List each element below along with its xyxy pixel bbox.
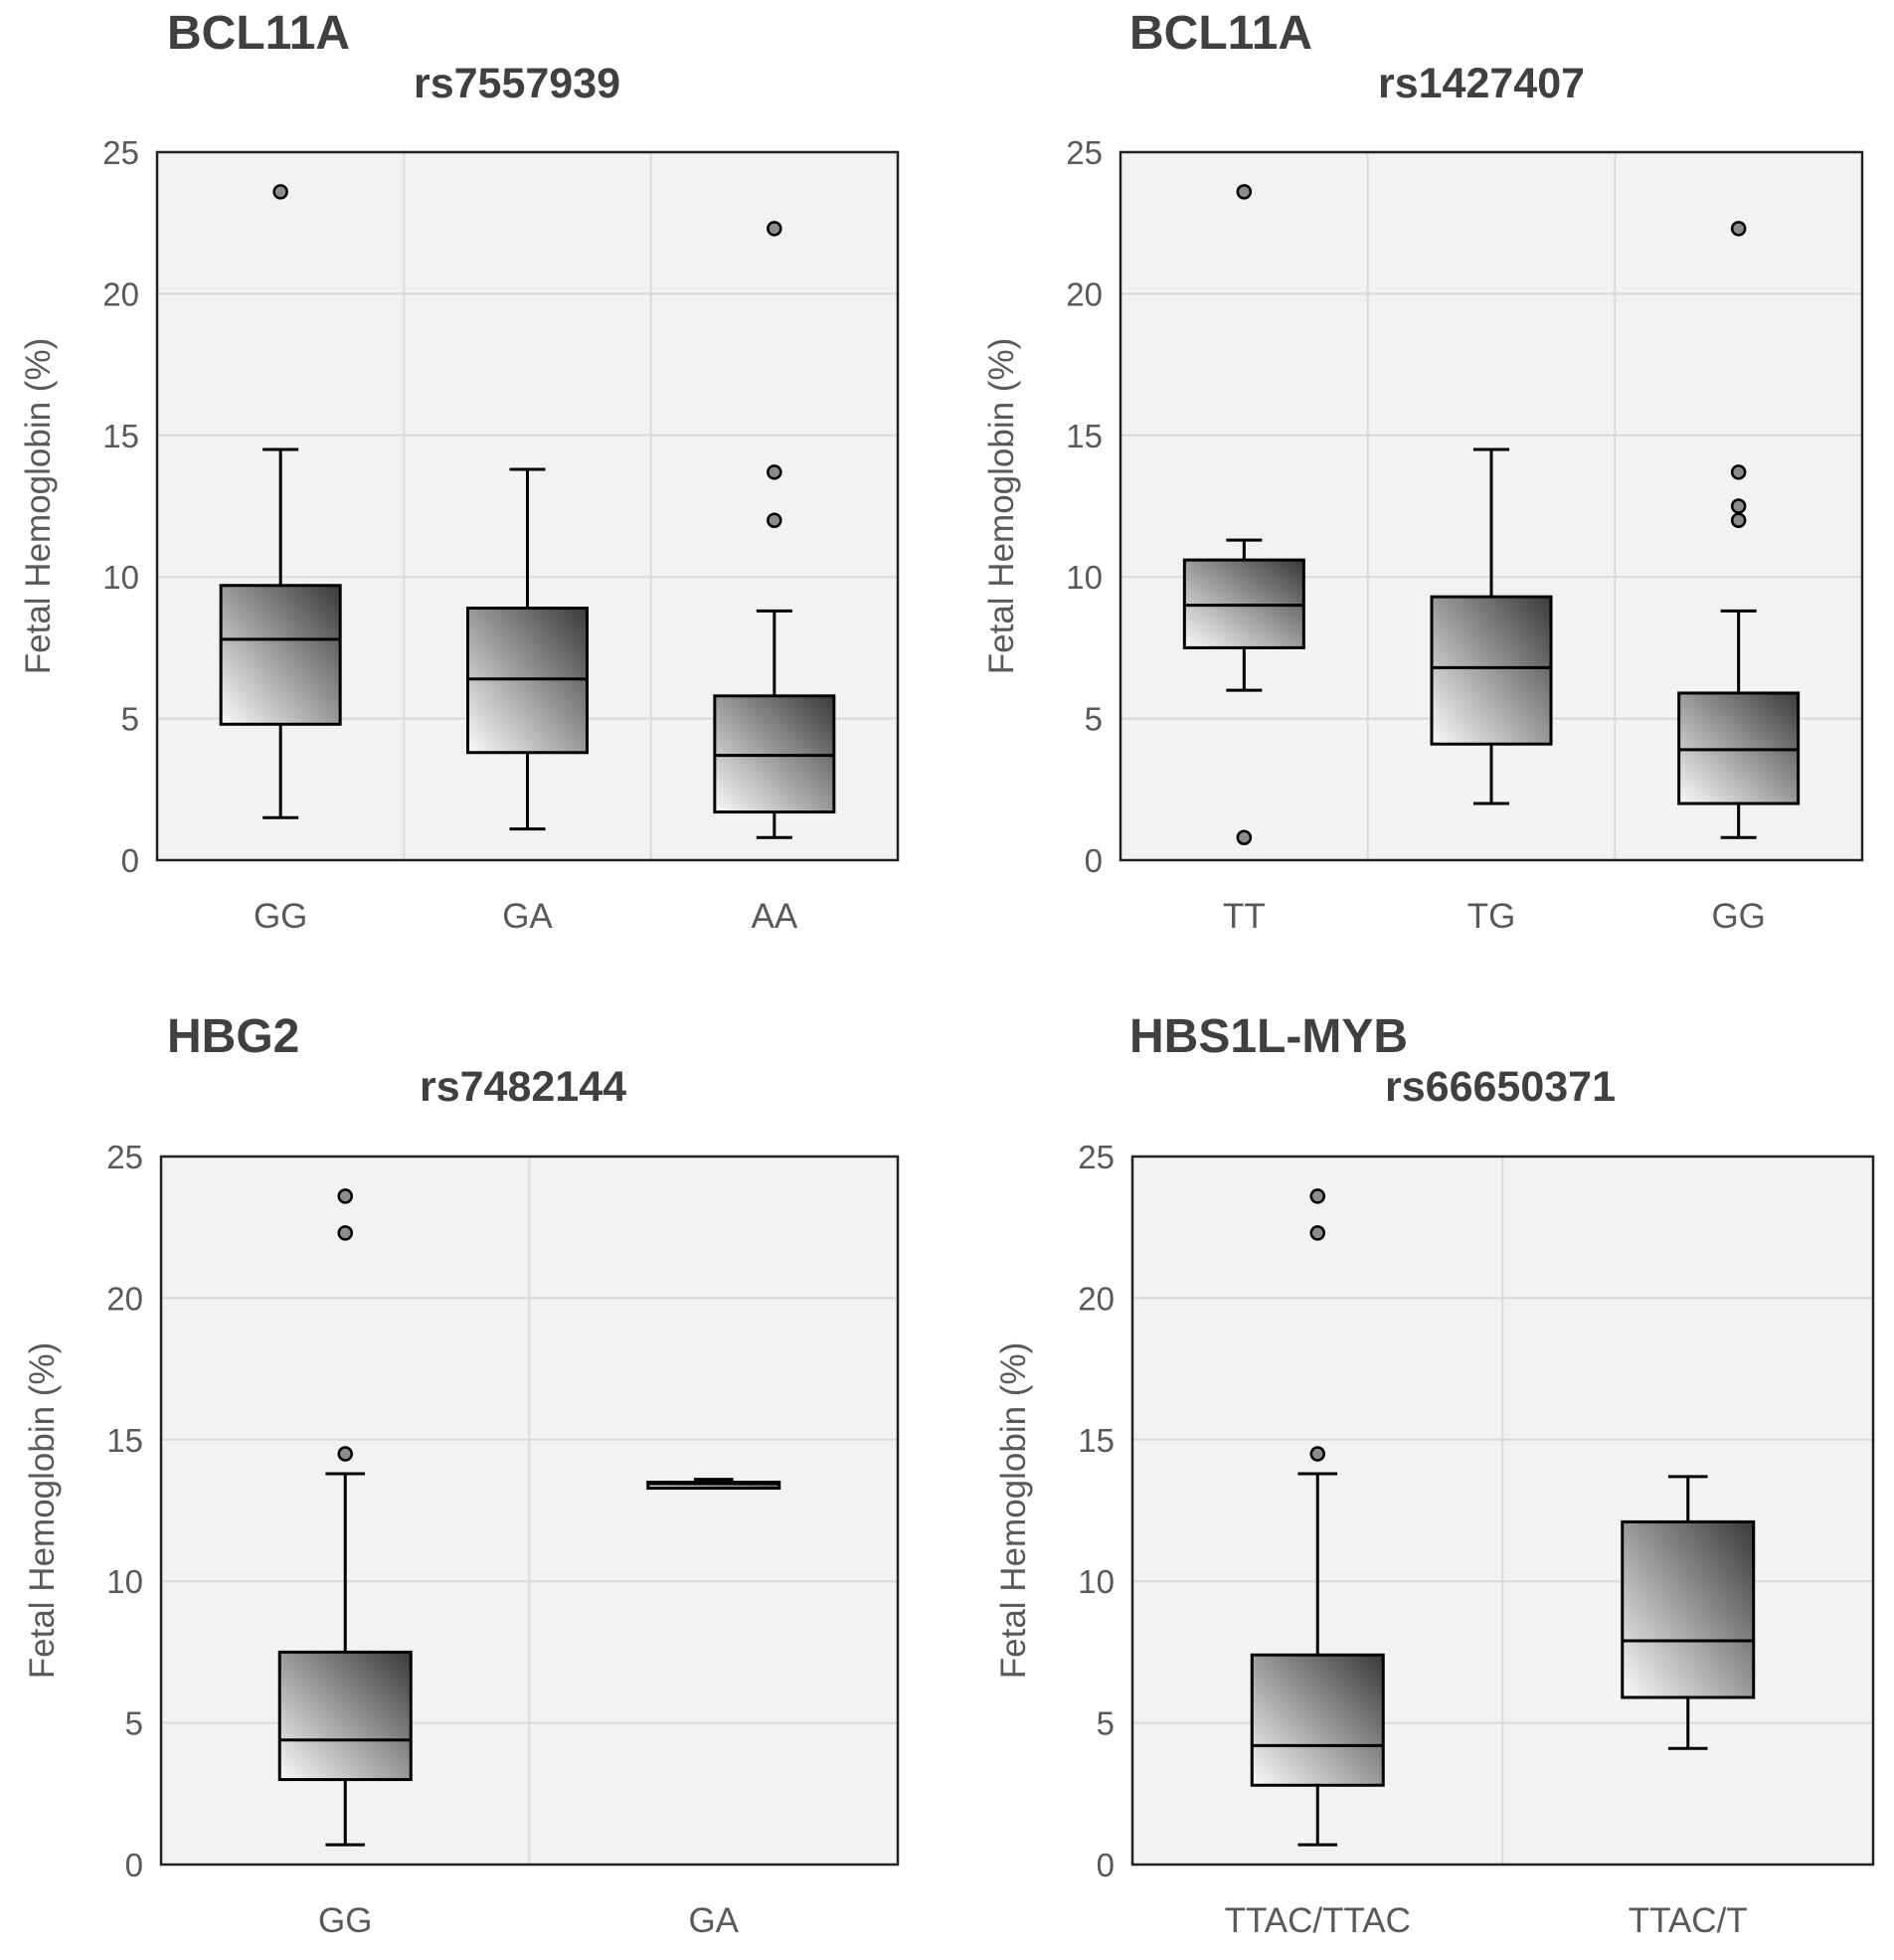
gene-title: BCL11A: [1129, 7, 1313, 60]
y-tick-label: 15: [1066, 418, 1103, 454]
y-tick-label: 10: [1078, 1563, 1115, 1600]
chart-panel-1: BCL11A rs7557939 0 5 10 15 20 25 Fetal Hemoglo…: [0, 0, 945, 980]
plot-border: [155, 150, 900, 862]
x-tick-label: TTAC/TTAC: [1225, 1901, 1411, 1940]
box-GA: [466, 467, 589, 831]
outlier-point: [272, 184, 288, 200]
box-GG: [1677, 221, 1801, 839]
outlier-point: [337, 1225, 353, 1241]
chart-panel-3: HBG2 rs7482144 0 5 10 15 20 25 Fetal Hemoglobi…: [0, 980, 945, 1959]
y-tick-label: 20: [106, 1280, 143, 1317]
x-tick-label: GG: [1711, 897, 1765, 936]
y-tick-label: 10: [102, 559, 139, 596]
box-GG: [219, 184, 342, 819]
x-tick-label: GA: [688, 1901, 739, 1940]
chart-panel-4: HBS1L-MYB rs66650371 0 5 10 15 20 25 Fetal Hem…: [949, 980, 1894, 1959]
outlier-point: [1236, 184, 1253, 200]
chart-panel-2: BCL11A rs1427407 0 5 10 15 20 25 Fetal Hemoglo…: [949, 0, 1894, 980]
box-GA: [646, 1478, 781, 1491]
chart-title: rs1427407: [1377, 60, 1586, 107]
y-tick-label: 25: [102, 134, 139, 171]
x-tick-label: AA: [751, 897, 797, 936]
y-tick-label: 25: [106, 1139, 143, 1175]
outlier-point: [1309, 1225, 1325, 1241]
gene-title: HBG2: [167, 1010, 300, 1063]
y-axis-label: Fetal Hemoglobin (%): [994, 1342, 1033, 1679]
y-tick-label: 5: [1097, 1705, 1115, 1742]
outlier-point: [1730, 498, 1747, 514]
x-tick-label: GG: [254, 897, 307, 936]
y-tick-label: 20: [102, 275, 139, 312]
outlier-point: [1730, 221, 1747, 237]
y-tick-label: 5: [1085, 701, 1103, 738]
outlier-point: [1236, 829, 1253, 845]
y-tick-label: 5: [125, 1705, 143, 1742]
outlier-point: [767, 464, 782, 480]
x-tick-label: TG: [1467, 897, 1516, 936]
y-tick-label: 0: [125, 1847, 143, 1883]
outlier-point: [1309, 1446, 1325, 1462]
x-tick-label: GG: [318, 1901, 372, 1940]
outlier-point: [337, 1188, 353, 1204]
chart-title: rs66650371: [1385, 1063, 1616, 1111]
y-axis-label: Fetal Hemoglobin (%): [982, 338, 1021, 674]
box-plot: 0 5 10 15 20 25 Fetal Hemoglobin (%) TT TG GG: [982, 134, 1864, 936]
outlier-point: [767, 512, 782, 528]
box-AA: [713, 221, 836, 839]
y-tick-label: 20: [1066, 275, 1103, 312]
box-TTAC/TTAC: [1250, 1188, 1385, 1847]
y-tick-label: 0: [121, 842, 139, 879]
y-tick-label: 15: [106, 1422, 143, 1459]
plot-border: [1119, 150, 1864, 862]
y-tick-label: 25: [1066, 134, 1103, 171]
y-tick-label: 0: [1085, 842, 1103, 879]
outlier-point: [767, 221, 782, 237]
outlier-point: [1730, 512, 1747, 528]
box-iqr: [1250, 1653, 1385, 1787]
plot-border: [159, 1155, 900, 1867]
y-tick-label: 25: [1078, 1139, 1115, 1175]
box-TTAC/T: [1621, 1475, 1756, 1750]
box-TG: [1430, 447, 1553, 805]
y-tick-label: 10: [106, 1563, 143, 1600]
outlier-point: [1730, 464, 1747, 480]
y-tick-label: 15: [1078, 1422, 1115, 1459]
chart-title: rs7557939: [413, 60, 621, 107]
gene-title: BCL11A: [167, 7, 351, 60]
box-plot: 0 5 10 15 20 25 Fetal Hemoglobin (%) GG GA: [23, 1139, 900, 1940]
y-axis-label: Fetal Hemoglobin (%): [23, 1342, 62, 1679]
y-tick-label: 0: [1097, 1847, 1115, 1883]
x-tick-label: TTAC/T: [1629, 1901, 1748, 1940]
box-iqr: [219, 584, 342, 726]
outlier-point: [1309, 1188, 1325, 1204]
box-iqr: [1430, 595, 1553, 746]
y-tick-label: 20: [1078, 1280, 1115, 1317]
plot-border: [1130, 1155, 1875, 1867]
x-tick-label: TT: [1223, 897, 1266, 936]
box-iqr: [1621, 1519, 1756, 1699]
chart-title: rs7482144: [419, 1063, 627, 1111]
y-tick-label: 15: [102, 418, 139, 454]
x-tick-label: GA: [502, 897, 553, 936]
box-TT: [1182, 184, 1305, 845]
y-tick-label: 5: [121, 701, 139, 738]
box-plot: 0 5 10 15 20 25 Fetal Hemoglobin (%) TTAC/TTAC T…: [994, 1139, 1875, 1940]
gene-title: HBS1L-MYB: [1129, 1010, 1409, 1063]
outlier-point: [337, 1446, 353, 1462]
y-tick-label: 10: [1066, 559, 1103, 596]
box-iqr: [277, 1650, 413, 1782]
box-plot: 0 5 10 15 20 25 Fetal Hemoglobin (%) GG GA AA: [19, 134, 900, 936]
y-axis-label: Fetal Hemoglobin (%): [19, 338, 58, 674]
box-GG: [277, 1188, 413, 1847]
